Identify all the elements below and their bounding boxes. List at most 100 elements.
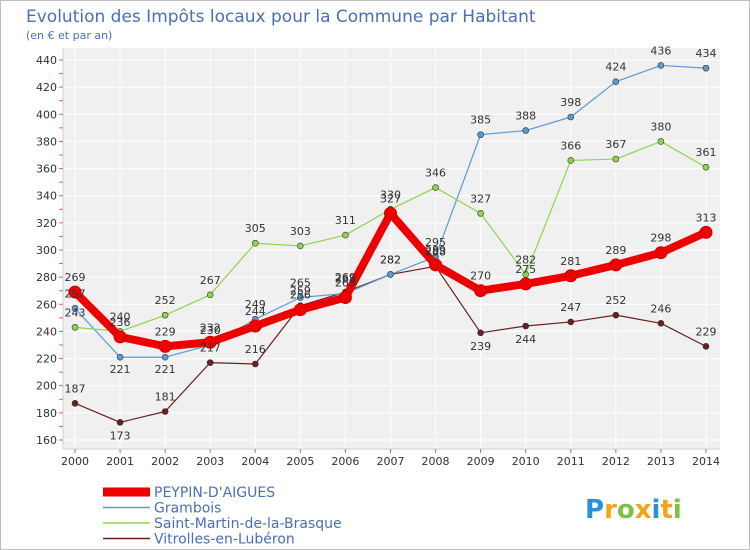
data-point — [297, 294, 304, 301]
x-tick-label: 2003 — [196, 455, 224, 468]
data-point — [657, 138, 665, 145]
data-label: 385 — [470, 114, 491, 127]
data-point — [251, 360, 259, 368]
y-tick-label: 400 — [36, 108, 57, 121]
data-label: 380 — [650, 120, 671, 133]
data-label: 247 — [560, 301, 581, 314]
y-tick-label: 360 — [36, 163, 57, 176]
x-tick-label: 2005 — [286, 455, 314, 468]
data-point — [68, 285, 82, 299]
data-label: 298 — [650, 232, 671, 245]
data-label: 388 — [515, 110, 536, 123]
data-point — [477, 329, 484, 337]
data-point — [432, 184, 439, 191]
data-label: 282 — [380, 253, 401, 266]
data-label: 240 — [110, 310, 131, 323]
x-tick-label: 2008 — [422, 455, 450, 468]
y-tick-label: 180 — [36, 407, 57, 420]
data-label: 216 — [245, 343, 266, 356]
data-label: 436 — [650, 44, 671, 57]
data-point — [699, 225, 713, 239]
data-label: 229 — [155, 325, 176, 338]
data-point — [71, 305, 79, 312]
data-label: 295 — [425, 236, 446, 249]
y-tick-label: 340 — [36, 190, 57, 203]
data-label: 230 — [200, 324, 221, 337]
data-point — [251, 239, 259, 247]
data-label: 327 — [380, 192, 401, 205]
data-point — [702, 163, 710, 171]
y-tick-label: 200 — [36, 380, 57, 393]
data-label: 269 — [335, 271, 356, 284]
data-label: 252 — [155, 294, 176, 307]
data-point — [71, 324, 79, 331]
data-label: 267 — [200, 274, 221, 287]
x-tick-label: 2000 — [61, 455, 89, 468]
data-label: 367 — [605, 138, 626, 151]
y-tick-label: 380 — [36, 135, 57, 148]
x-tick-label: 2012 — [602, 455, 630, 468]
brand-text: Proxiti — [585, 495, 682, 525]
y-tick-label: 160 — [36, 434, 57, 447]
data-label: 398 — [560, 96, 581, 109]
data-label: 259 — [290, 285, 311, 298]
proxiti-logo: Proxiti — [585, 495, 682, 525]
data-label: 187 — [65, 382, 86, 395]
chart-subtitle: (en € et par an) — [26, 29, 112, 42]
data-point — [567, 113, 575, 121]
data-point — [702, 343, 710, 350]
x-tick-label: 2013 — [647, 455, 675, 468]
data-point — [383, 206, 397, 220]
data-label: 257 — [65, 287, 86, 300]
data-label: 246 — [650, 302, 671, 315]
y-tick-label: 420 — [36, 81, 57, 94]
data-label: 330 — [380, 188, 401, 201]
data-point — [657, 319, 665, 327]
legend-label: Saint-Martin-de-la-Brasque — [154, 516, 342, 532]
data-label: 366 — [560, 139, 581, 152]
data-label: 265 — [290, 277, 311, 290]
data-point — [522, 322, 530, 330]
data-label: 281 — [560, 255, 581, 268]
data-label: 289 — [425, 244, 446, 257]
data-point — [477, 210, 484, 217]
y-tick-label: 220 — [36, 353, 57, 366]
data-point — [612, 311, 620, 319]
data-label: 268 — [335, 272, 356, 285]
data-label: 243 — [65, 306, 86, 319]
data-point — [297, 242, 304, 250]
data-label: 313 — [695, 211, 716, 224]
data-label: 236 — [110, 316, 131, 329]
data-label: 252 — [605, 294, 626, 307]
data-point — [203, 335, 217, 349]
data-label: 305 — [245, 222, 266, 235]
data-point — [387, 271, 394, 278]
legend-label: PEYPIN-D'AIGUES — [154, 485, 275, 501]
data-label: 303 — [290, 225, 311, 238]
data-point — [206, 359, 214, 366]
data-label: 229 — [695, 325, 716, 338]
data-label: 269 — [65, 271, 86, 284]
plot-area — [63, 48, 720, 449]
y-tick-label: 440 — [36, 54, 57, 67]
data-point — [612, 155, 620, 163]
data-point — [342, 231, 349, 239]
legend-label: Vitrolles-en-Lubéron — [154, 532, 295, 548]
data-label: 289 — [605, 244, 626, 257]
data-label: 173 — [110, 429, 131, 442]
data-label: 282 — [380, 253, 401, 266]
legend: PEYPIN-D'AIGUESGramboisSaint-Martin-de-l… — [103, 485, 342, 548]
data-point — [71, 400, 79, 407]
data-point — [522, 127, 530, 134]
data-point — [564, 269, 578, 283]
data-point — [702, 64, 710, 72]
data-label: 265 — [335, 277, 356, 290]
data-label: 217 — [200, 342, 221, 355]
axes: 160 180 200 220 240 260 280 300 320 340 360 380 400 4… — [36, 48, 720, 468]
x-tick-label: 2002 — [151, 455, 179, 468]
data-point — [609, 258, 623, 272]
x-tick-label: 2014 — [692, 455, 720, 468]
